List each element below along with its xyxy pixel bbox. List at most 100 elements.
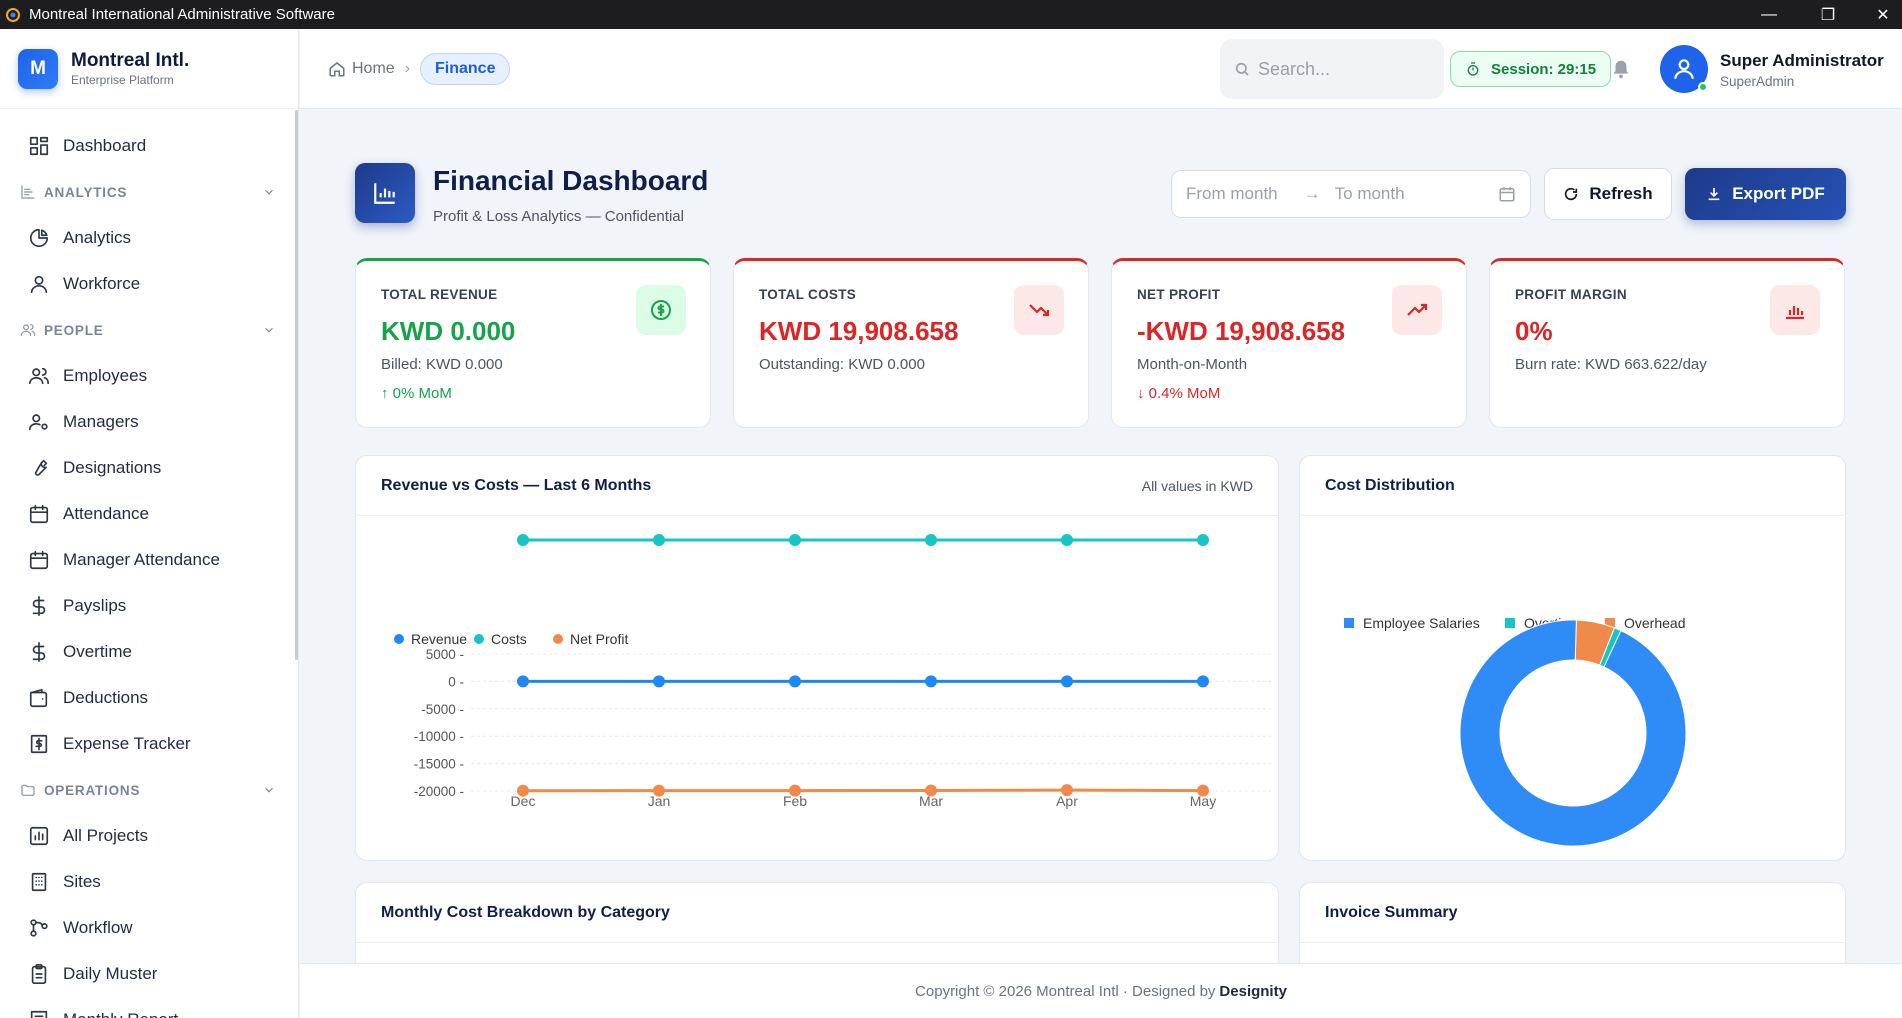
sidebar-section-people[interactable]: PEOPLE xyxy=(0,307,298,353)
sidebar-item-designations[interactable]: Designations xyxy=(0,445,298,491)
restore-button[interactable]: ❐ xyxy=(1820,6,1836,24)
sidebar-item-attendance[interactable]: Attendance xyxy=(0,491,298,537)
legend-marker xyxy=(474,634,484,644)
kpi-value: KWD 19,908.658 xyxy=(759,316,959,346)
sidebar-item-label: All Projects xyxy=(63,826,149,845)
dollar-icon xyxy=(32,596,46,616)
kpi-subtext: Outstanding: KWD 0.000 xyxy=(759,356,925,373)
export-pdf-button[interactable]: Export PDF xyxy=(1685,168,1846,220)
sidebar-item-label: Overtime xyxy=(63,642,132,661)
sidebar-item-label: Attendance xyxy=(63,504,150,523)
sidebar-section-label: PEOPLE xyxy=(44,322,104,338)
sidebar-item-dashboard[interactable]: Dashboard xyxy=(0,123,298,169)
sidebar-item-expense-tracker[interactable]: Expense Tracker xyxy=(0,721,298,767)
user-name: Super Administrator xyxy=(1720,51,1884,70)
designer-link[interactable]: Designity xyxy=(1219,982,1287,1000)
card-title: Monthly Cost Breakdown by Category xyxy=(381,903,670,921)
refresh-label: Refresh xyxy=(1589,184,1653,203)
sidebar-section-analytics[interactable]: ANALYTICS xyxy=(0,169,298,215)
legend-label: Net Profit xyxy=(570,631,628,647)
sidebar-item-payslips[interactable]: Payslips xyxy=(0,583,298,629)
report-icon xyxy=(30,1010,48,1018)
x-tick-label: Dec xyxy=(511,793,536,809)
y-tick-label: -15000 - xyxy=(414,757,464,772)
breadcrumb-current[interactable]: Finance xyxy=(420,53,511,85)
sidebar-item-label: Expense Tracker xyxy=(63,734,191,753)
refresh-button[interactable]: Refresh xyxy=(1544,168,1672,220)
export-label: Export PDF xyxy=(1732,184,1825,203)
data-point xyxy=(925,784,937,797)
bell-icon[interactable] xyxy=(1610,57,1632,81)
grid-icon xyxy=(29,136,49,156)
search-placeholder: Search... xyxy=(1258,58,1331,79)
month-range-picker[interactable]: From month → To month xyxy=(1171,170,1531,218)
data-point xyxy=(517,534,529,547)
data-point xyxy=(1061,784,1073,797)
calendar-icon[interactable] xyxy=(1498,185,1516,203)
copyright-text: Copyright © 2026 Montreal Intl · Designe… xyxy=(915,982,1216,1000)
sidebar-section-operations[interactable]: OPERATIONS xyxy=(0,767,298,813)
breadcrumb-home[interactable]: Home xyxy=(352,60,395,77)
topbar: Home › Finance Search... Session: 29:15 … xyxy=(300,29,1902,109)
sidebar-item-label: Payslips xyxy=(63,596,127,615)
legend-marker xyxy=(1605,618,1615,628)
sidebar-item-overtime[interactable]: Overtime xyxy=(0,629,298,675)
sidebar-item-workflow[interactable]: Workflow xyxy=(0,905,298,951)
card-title: Cost Distribution xyxy=(1325,476,1455,494)
kpi-label: TOTAL REVENUE xyxy=(381,287,498,302)
kpi-subtext: Billed: KWD 0.000 xyxy=(381,356,503,373)
sidebar-item-managers[interactable]: Managers xyxy=(0,399,298,445)
folder-icon xyxy=(21,784,35,796)
user-info[interactable]: Super Administrator SuperAdmin xyxy=(1720,51,1884,89)
session-timer: Session: 29:15 xyxy=(1450,51,1612,87)
sidebar-item-manager-attendance[interactable]: Manager Attendance xyxy=(0,537,298,583)
sidebar-nav: Dashboard ANALYTICS Analytics Workforce PEOP… xyxy=(0,109,298,1018)
data-point xyxy=(517,784,529,797)
sidebar-item-workforce[interactable]: Workforce xyxy=(0,261,298,307)
data-point xyxy=(517,675,529,688)
stopwatch-icon xyxy=(1467,62,1479,76)
bar-list-icon xyxy=(21,185,35,199)
clipboard-icon xyxy=(31,964,47,984)
kpi-subtext: Burn rate: KWD 663.622/day xyxy=(1515,356,1707,373)
chevron-down-icon xyxy=(265,189,273,195)
sidebar-item-employees[interactable]: Employees xyxy=(0,353,298,399)
brand[interactable]: M Montreal Intl. Enterprise Platform xyxy=(0,29,298,109)
data-point xyxy=(789,675,801,688)
from-month-input[interactable]: From month xyxy=(1186,184,1278,203)
finance-bar-chart-icon xyxy=(355,163,415,223)
sidebar-item-label: Daily Muster xyxy=(63,964,158,983)
kpi-subtext: Month-on-Month xyxy=(1137,356,1248,373)
sidebar-item-sites[interactable]: Sites xyxy=(0,859,298,905)
bar-chart-icon xyxy=(1770,285,1820,335)
data-point xyxy=(1197,534,1209,547)
kpi-value: -KWD 19,908.658 xyxy=(1137,316,1346,346)
to-month-input[interactable]: To month xyxy=(1334,184,1405,203)
kpi-value: KWD 0.000 xyxy=(381,316,516,346)
wrench-icon xyxy=(34,459,48,476)
sidebar-item-monthly-report[interactable]: Monthly Report xyxy=(0,997,298,1018)
sidebar-item-daily-muster[interactable]: Daily Muster xyxy=(0,951,298,997)
legend-label: Revenue xyxy=(411,631,467,647)
online-status-dot xyxy=(1698,82,1708,92)
workflow-icon xyxy=(30,919,48,937)
kpi-label: PROFIT MARGIN xyxy=(1515,287,1627,302)
close-button[interactable]: ✕ xyxy=(1876,6,1890,24)
sidebar-item-label: Analytics xyxy=(63,228,132,247)
user-icon xyxy=(30,275,48,294)
sidebar-scrollbar[interactable] xyxy=(295,110,298,660)
footer: Copyright © 2026 Montreal Intl · Designe… xyxy=(300,963,1902,1018)
kpi-card-profit-margin: PROFIT MARGIN 0% Burn rate: KWD 663.622/da… xyxy=(1489,258,1845,428)
avatar[interactable] xyxy=(1660,45,1708,93)
sidebar-item-deductions[interactable]: Deductions xyxy=(0,675,298,721)
trend-up-icon xyxy=(1392,285,1442,335)
users-icon xyxy=(29,367,49,385)
sidebar-item-analytics[interactable]: Analytics xyxy=(0,215,298,261)
brand-logo: M xyxy=(18,48,58,89)
sidebar-item-all-projects[interactable]: All Projects xyxy=(0,813,298,859)
minimize-button[interactable]: — xyxy=(1761,5,1777,23)
search-input[interactable]: Search... xyxy=(1220,39,1444,99)
kpi-value: 0% xyxy=(1515,316,1553,346)
calendar-icon xyxy=(29,504,49,524)
refresh-icon xyxy=(1565,187,1578,201)
